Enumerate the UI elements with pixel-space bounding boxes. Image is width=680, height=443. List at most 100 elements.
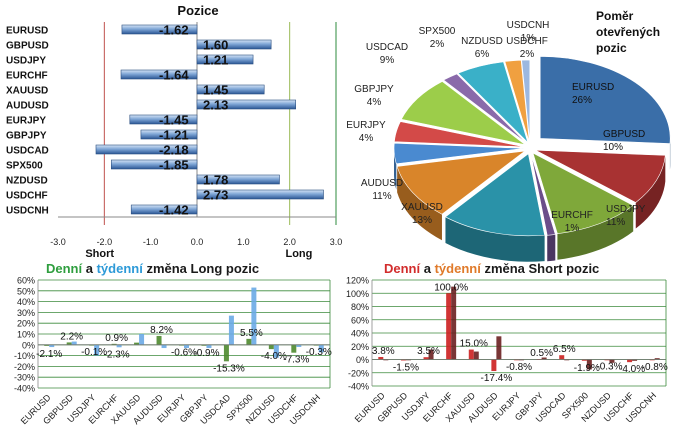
- pie-slice-label: 2%: [520, 49, 535, 60]
- data-label: -1.45: [159, 113, 189, 128]
- data-label: -0.3%: [306, 347, 332, 358]
- category-label: USDJPY: [6, 56, 46, 67]
- data-label: -1.85: [159, 158, 189, 173]
- y-tick-label: 60%: [351, 315, 369, 325]
- bar: [196, 54, 254, 65]
- chart-title-part: Denní: [384, 261, 421, 276]
- pie-slice-label: 9%: [380, 55, 395, 66]
- y-tick-label: 50%: [17, 286, 35, 296]
- y-tick-label: 100%: [346, 289, 369, 299]
- y-tick-label: -20%: [348, 368, 369, 378]
- pie-slice: [532, 152, 634, 235]
- x-tick-label: 2.0: [283, 237, 296, 247]
- y-tick-label: 0%: [356, 355, 369, 365]
- bar-weekly: [116, 344, 122, 348]
- data-label: 0.9%: [105, 333, 128, 344]
- positions-chart: Pozice EURUSD -1.62 GBPUSD 1.60 USDJPY 1.21 EUR…: [6, 3, 342, 260]
- pie-slice-side: [635, 155, 666, 229]
- data-label: 1.21: [203, 53, 228, 68]
- bar: [196, 189, 324, 200]
- pie-slice: [394, 121, 525, 148]
- y-tick-label: -40%: [348, 382, 369, 392]
- pie-slice: [457, 61, 529, 143]
- pie-chart: Poměr otevřených pozic EURUSD 26% GBPUSD 10% US…: [346, 9, 671, 262]
- category-label: NZDUSD: [6, 176, 48, 187]
- chart-title-part: týdenní: [97, 261, 144, 276]
- data-label: -2.3%: [104, 349, 130, 360]
- short-annotation: Short: [85, 248, 114, 260]
- y-tick-label: -20%: [14, 362, 35, 372]
- pie-slice-label: USDCHF: [506, 36, 548, 47]
- bar-weekly: [541, 357, 547, 360]
- chart-title-part: změna Short pozic: [481, 261, 599, 276]
- pie-slice-label: 1%: [521, 33, 536, 44]
- pie-slice: [539, 56, 671, 144]
- data-label: 3.8%: [372, 346, 395, 357]
- category-label: SPX500: [6, 161, 43, 172]
- chart-title-part: týdenní: [435, 261, 482, 276]
- pie-slice-label: USDJPY: [606, 204, 646, 215]
- bar: [121, 24, 198, 35]
- pie-slice-label: 13%: [412, 215, 432, 226]
- pie-slice-side: [445, 216, 545, 262]
- bar-weekly: [296, 344, 302, 347]
- pie-slice-label: EURJPY: [346, 120, 386, 131]
- data-label: -0.1%: [81, 347, 107, 358]
- pie-slice: [444, 153, 545, 237]
- bar-weekly: [71, 341, 77, 345]
- bar-daily: [268, 344, 274, 350]
- bar-weekly: [609, 359, 615, 363]
- pie-slice-side: [397, 166, 442, 241]
- category-label: EURJPY: [6, 116, 46, 127]
- x-tick-label: -1.0: [143, 237, 159, 247]
- pie-slice: [535, 149, 666, 203]
- data-label: -4.0%: [619, 364, 645, 375]
- pie-title-line: pozic: [596, 41, 627, 55]
- pie-slice-label: GBPUSD: [603, 129, 645, 140]
- category-label: AUDUSD: [6, 101, 49, 112]
- bar-weekly: [632, 359, 638, 361]
- bar: [196, 99, 296, 110]
- y-tick-label: 30%: [17, 308, 35, 318]
- data-label: 5.5%: [240, 328, 263, 339]
- pie-slice-label: 11%: [606, 217, 625, 228]
- bar-daily: [627, 359, 633, 363]
- bar-daily: [491, 359, 497, 372]
- bar-weekly: [586, 359, 592, 370]
- bar-weekly: [206, 344, 212, 349]
- bar-daily: [581, 359, 587, 361]
- data-label: -1.9%: [574, 363, 600, 374]
- pie-slice-label: 26%: [572, 95, 592, 106]
- data-label: -2.1%: [36, 349, 62, 360]
- data-label: 2.2%: [60, 331, 83, 342]
- y-tick-label: 80%: [351, 302, 369, 312]
- bar-daily: [291, 344, 297, 353]
- data-label: 1.45: [203, 83, 228, 98]
- bar-weekly: [473, 351, 479, 360]
- pie-slice-label: 10%: [603, 142, 623, 153]
- pie-slice-label: XAUUSD: [401, 202, 443, 213]
- pie-slice: [393, 142, 525, 165]
- bar-weekly: [428, 349, 434, 360]
- y-tick-label: 10%: [17, 330, 35, 340]
- bar-daily: [44, 344, 50, 346]
- long-change-chart: Denní a týdenní změna Long pozic 60%50%40…: [14, 261, 332, 427]
- bar: [196, 84, 265, 95]
- data-label: -0.3%: [596, 362, 622, 373]
- bar: [110, 159, 198, 170]
- data-label: 0.5%: [530, 348, 553, 359]
- chart-title-part: Denní: [46, 261, 83, 276]
- pie-slice-label: EURCHF: [551, 210, 593, 221]
- data-label: 1.78: [203, 173, 228, 188]
- data-label: -17.4%: [481, 373, 513, 384]
- pie-slice: [396, 150, 526, 215]
- data-label: 2.13: [203, 98, 228, 113]
- data-label: -0.8%: [506, 362, 532, 373]
- chart-title-part: a: [82, 261, 96, 276]
- category-label: XAUUSD: [6, 86, 48, 97]
- data-label: 100.0%: [434, 282, 468, 293]
- y-tick-label: 40%: [351, 329, 369, 339]
- bar-daily: [156, 335, 162, 345]
- bar-daily: [201, 344, 207, 346]
